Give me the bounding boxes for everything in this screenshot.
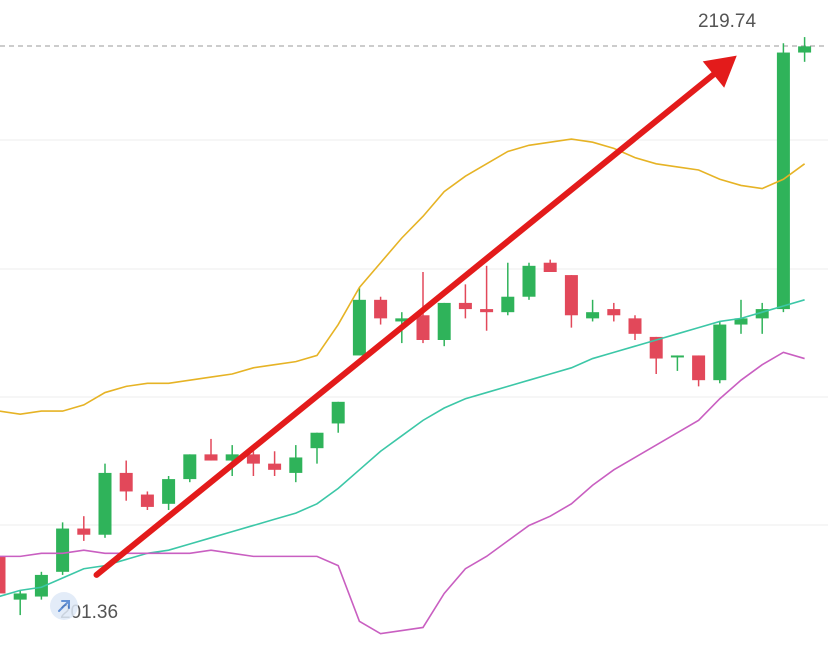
candle — [734, 299, 748, 334]
candle-body — [246, 454, 260, 464]
candle-body — [416, 315, 430, 340]
candle — [140, 491, 154, 510]
candle-body — [34, 574, 48, 597]
trend-arrow-shaft — [93, 71, 717, 578]
candle — [268, 451, 282, 476]
candle-body — [649, 336, 663, 359]
candle-body — [776, 52, 790, 310]
candle — [246, 451, 260, 476]
candle — [628, 315, 642, 340]
candle-body — [480, 309, 494, 313]
candle-body — [734, 318, 748, 325]
candle — [586, 299, 600, 322]
candle-body — [162, 479, 176, 504]
candle-body — [0, 556, 6, 594]
candle — [331, 401, 345, 433]
candle — [480, 265, 494, 331]
candles — [0, 37, 812, 616]
candle — [204, 438, 218, 461]
candle — [13, 590, 27, 616]
candle-body — [289, 457, 303, 473]
candle-body — [183, 454, 197, 480]
candle — [162, 476, 176, 510]
candle-body — [501, 296, 515, 313]
candle — [776, 43, 790, 313]
moving-average-yellow-line — [0, 138, 806, 415]
candle-body — [352, 299, 366, 356]
candle — [98, 463, 112, 538]
candle — [183, 454, 197, 483]
candle — [755, 302, 769, 334]
candle — [564, 275, 578, 328]
candle — [437, 302, 451, 347]
candle-body — [204, 454, 218, 461]
trend-arrow — [93, 55, 737, 578]
candle-body — [713, 324, 727, 381]
grid-lines — [0, 139, 828, 526]
candle — [56, 522, 70, 575]
candle — [798, 37, 812, 62]
trend-arrow-head — [702, 55, 737, 88]
candle-body — [564, 275, 578, 316]
candle — [34, 571, 48, 600]
candle-body — [98, 472, 112, 535]
candle — [77, 516, 91, 541]
candle — [310, 432, 324, 464]
candle-body — [140, 494, 154, 507]
candle — [352, 287, 366, 356]
candle-body — [543, 262, 557, 272]
candle-body — [56, 528, 70, 572]
candle-body — [225, 454, 239, 461]
candle — [522, 262, 536, 300]
candle-body — [607, 309, 621, 316]
moving-average-purple-line — [0, 351, 805, 635]
moving-average-teal-line — [0, 299, 805, 598]
high-price-label: 219.74 — [698, 11, 757, 32]
candle — [692, 355, 706, 387]
expand-arrow-icon[interactable] — [50, 592, 78, 620]
candle-body — [77, 528, 91, 535]
candle — [0, 556, 6, 594]
candle-body — [268, 463, 282, 470]
candle-body — [692, 355, 706, 381]
candle-body — [395, 318, 409, 322]
candle-body — [119, 472, 133, 492]
candle — [670, 355, 684, 371]
candle — [543, 259, 557, 272]
candle — [458, 284, 472, 319]
candle — [225, 445, 239, 476]
candle — [713, 321, 727, 384]
candle-body — [310, 432, 324, 449]
candle — [501, 262, 515, 316]
candle-body — [374, 299, 388, 319]
candle — [649, 336, 663, 374]
candle-body — [586, 312, 600, 319]
candle-body — [331, 401, 345, 424]
candle-body — [755, 309, 769, 319]
candle-body — [458, 302, 472, 310]
candle — [289, 445, 303, 483]
candle-body — [437, 302, 451, 340]
candle-body — [798, 46, 812, 53]
candle — [374, 296, 388, 325]
candle-body — [13, 593, 27, 600]
candle-body — [670, 355, 684, 358]
candle — [607, 302, 621, 322]
candle-body — [628, 318, 642, 334]
candle — [119, 460, 133, 501]
candle-body — [522, 265, 536, 297]
